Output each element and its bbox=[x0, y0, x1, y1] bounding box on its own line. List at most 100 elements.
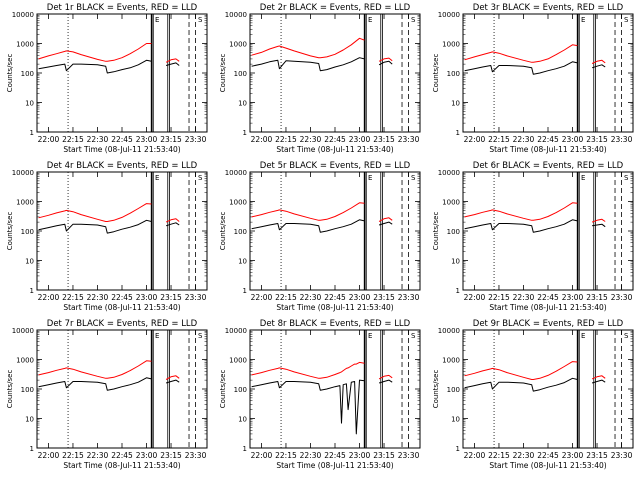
plot-frame bbox=[462, 13, 634, 133]
series-lld-line bbox=[464, 202, 606, 223]
y-tick-label: 10 bbox=[25, 258, 34, 266]
y-tick-label: 1 bbox=[30, 445, 34, 453]
x-tick-label: 22:00 bbox=[464, 135, 486, 144]
x-tick-label: 23:15 bbox=[373, 451, 395, 460]
x-tick-label: 22:30 bbox=[513, 135, 535, 144]
y-axis-label: Counts/sec bbox=[219, 212, 227, 251]
y-tick-label: 10000 bbox=[225, 11, 247, 19]
corner-mark-e: E bbox=[368, 332, 372, 340]
detector-panel-3: Det 3r BLACK = Events, RED = LLD 1 10 100 10… bbox=[432, 3, 634, 154]
x-axis-label: Start Time (08-Jul-11 21:53:40) bbox=[63, 145, 180, 154]
y-tick-label: 10 bbox=[451, 416, 460, 424]
x-axis-label: Start Time (08-Jul-11 21:53:40) bbox=[63, 461, 180, 470]
y-tick-label: 1000 bbox=[442, 41, 460, 49]
x-tick-label: 23:15 bbox=[373, 135, 395, 144]
series-lld-line bbox=[464, 44, 606, 64]
x-axis-label: Start Time (08-Jul-11 21:53:40) bbox=[276, 145, 393, 154]
y-tick-label: 10000 bbox=[12, 11, 34, 19]
y-tick-label: 10000 bbox=[225, 327, 247, 335]
corner-mark-e: E bbox=[368, 16, 372, 24]
x-tick-label: 22:45 bbox=[537, 135, 559, 144]
series-events-line bbox=[464, 61, 606, 75]
y-tick-label: 1 bbox=[243, 129, 247, 137]
x-axis-label: Start Time (08-Jul-11 21:53:40) bbox=[489, 461, 606, 470]
plot-frame bbox=[462, 171, 634, 291]
x-tick-label: 23:00 bbox=[349, 451, 371, 460]
detector-panel-1: Det 1r BLACK = Events, RED = LLD 1 10 100 10… bbox=[6, 3, 208, 154]
x-tick-label: 22:30 bbox=[513, 293, 535, 302]
corner-mark-e: E bbox=[155, 332, 159, 340]
series-lld-line bbox=[38, 360, 180, 380]
x-tick-label: 23:15 bbox=[373, 293, 395, 302]
plot-frame bbox=[462, 329, 634, 449]
x-tick-label: 22:30 bbox=[513, 451, 535, 460]
y-tick-label: 10 bbox=[238, 416, 247, 424]
x-tick-label: 22:45 bbox=[111, 293, 133, 302]
series-lld-line bbox=[251, 37, 393, 62]
x-tick-label: 23:30 bbox=[611, 451, 633, 460]
corner-mark-s: S bbox=[411, 332, 416, 340]
y-axis-label: Counts/sec bbox=[6, 54, 14, 93]
series-lld-line bbox=[38, 203, 180, 223]
x-axis-label: Start Time (08-Jul-11 21:53:40) bbox=[276, 461, 393, 470]
detector-panel-5: Det 5r BLACK = Events, RED = LLD 1 10 100 10… bbox=[219, 161, 421, 312]
y-tick-label: 100 bbox=[447, 386, 460, 394]
panel-title: Det 6r BLACK = Events, RED = LLD bbox=[473, 161, 624, 171]
y-tick-label: 100 bbox=[234, 386, 247, 394]
detector-panel-6: Det 6r BLACK = Events, RED = LLD 1 10 100 10… bbox=[432, 161, 634, 312]
y-axis-label: Counts/sec bbox=[6, 370, 14, 409]
detector-panel-7: Det 7r BLACK = Events, RED = LLD 1 10 100 10… bbox=[6, 319, 208, 470]
series-events-line bbox=[464, 377, 606, 392]
panel-title: Det 3r BLACK = Events, RED = LLD bbox=[473, 3, 624, 13]
x-tick-label: 22:45 bbox=[537, 293, 559, 302]
y-tick-label: 10000 bbox=[438, 11, 460, 19]
x-tick-label: 23:00 bbox=[562, 135, 584, 144]
corner-mark-s: S bbox=[624, 332, 629, 340]
y-tick-label: 1 bbox=[456, 287, 460, 295]
plot-frame bbox=[249, 329, 421, 449]
x-tick-label: 23:00 bbox=[136, 135, 158, 144]
panel-title: Det 7r BLACK = Events, RED = LLD bbox=[47, 319, 198, 329]
x-tick-label: 23:30 bbox=[185, 293, 207, 302]
x-tick-label: 22:15 bbox=[275, 293, 297, 302]
x-tick-label: 22:00 bbox=[251, 451, 273, 460]
series-lld-line bbox=[38, 43, 180, 63]
x-tick-label: 23:30 bbox=[398, 451, 420, 460]
x-tick-label: 23:30 bbox=[611, 293, 633, 302]
y-tick-label: 10 bbox=[238, 100, 247, 108]
plot-frame bbox=[249, 171, 421, 291]
x-tick-label: 22:00 bbox=[38, 451, 60, 460]
x-tick-label: 22:15 bbox=[62, 451, 84, 460]
x-tick-label: 23:15 bbox=[160, 135, 182, 144]
y-axis-label: Counts/sec bbox=[6, 212, 14, 251]
x-tick-label: 22:45 bbox=[537, 451, 559, 460]
y-tick-label: 1000 bbox=[16, 357, 34, 365]
corner-mark-s: S bbox=[198, 16, 203, 24]
x-tick-label: 23:15 bbox=[160, 293, 182, 302]
x-tick-label: 22:00 bbox=[38, 293, 60, 302]
y-tick-label: 10 bbox=[451, 258, 460, 266]
x-tick-label: 22:30 bbox=[300, 451, 322, 460]
panel-title: Det 5r BLACK = Events, RED = LLD bbox=[260, 161, 411, 171]
x-tick-label: 22:30 bbox=[87, 135, 109, 144]
x-tick-label: 22:30 bbox=[300, 135, 322, 144]
corner-mark-e: E bbox=[581, 174, 585, 182]
y-tick-label: 1 bbox=[456, 445, 460, 453]
corner-mark-e: E bbox=[368, 174, 372, 182]
x-tick-label: 22:15 bbox=[62, 135, 84, 144]
y-axis-label: Counts/sec bbox=[432, 370, 440, 409]
corner-mark-s: S bbox=[198, 174, 203, 182]
x-axis-label: Start Time (08-Jul-11 21:53:40) bbox=[276, 303, 393, 312]
x-tick-label: 23:30 bbox=[185, 451, 207, 460]
y-tick-label: 1000 bbox=[16, 199, 34, 207]
y-tick-label: 10000 bbox=[438, 327, 460, 335]
y-tick-label: 10 bbox=[451, 100, 460, 108]
x-tick-label: 22:45 bbox=[324, 135, 346, 144]
x-tick-label: 22:45 bbox=[111, 451, 133, 460]
y-tick-label: 10000 bbox=[438, 169, 460, 177]
series-events-line bbox=[38, 377, 180, 391]
x-tick-label: 22:15 bbox=[488, 451, 510, 460]
y-tick-label: 1 bbox=[456, 129, 460, 137]
x-tick-label: 23:30 bbox=[398, 293, 420, 302]
x-tick-label: 22:15 bbox=[275, 451, 297, 460]
